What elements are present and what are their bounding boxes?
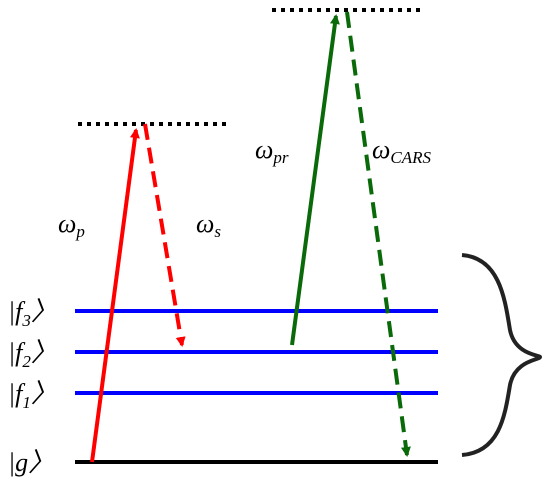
label-subscript: 1 — [22, 393, 31, 412]
beam-label: ωp — [58, 209, 85, 241]
level-label: |g〉 — [8, 448, 54, 477]
beam-label: ωCARS — [372, 135, 431, 167]
label-suffix: 〉 — [31, 338, 57, 367]
label-prefix: |f — [8, 379, 26, 408]
pump-arrow — [90, 128, 140, 463]
beam-symbol: ω — [196, 209, 214, 238]
stokes-arrow — [143, 123, 186, 347]
beam-label: ωs — [196, 209, 221, 241]
level-label: |f3〉 — [8, 297, 57, 330]
label-prefix: |f — [8, 338, 26, 367]
beam-symbol: ω — [58, 209, 76, 238]
label-suffix: 〉 — [31, 379, 57, 408]
label-suffix: 〉 — [31, 297, 57, 326]
beam-subscript: s — [214, 222, 221, 241]
label-subscript: 3 — [21, 311, 31, 330]
beam-subscript: pr — [272, 148, 289, 167]
probe-arrow — [290, 14, 340, 346]
beam-symbol: ω — [372, 135, 390, 164]
label-subscript: 2 — [22, 352, 31, 371]
spectral-envelope — [461, 253, 543, 457]
beam-subscript: CARS — [390, 148, 431, 167]
label-suffix: 〉 — [28, 448, 54, 477]
beam-label: ωpr — [255, 135, 289, 167]
level-label: |f1〉 — [8, 379, 57, 412]
label-prefix: |g — [8, 448, 28, 477]
beam-subscript: p — [75, 222, 85, 241]
level-label: |f2〉 — [8, 338, 57, 371]
beam-symbol: ω — [255, 135, 273, 164]
label-prefix: |f — [8, 297, 26, 326]
cars-arrow — [345, 11, 411, 457]
